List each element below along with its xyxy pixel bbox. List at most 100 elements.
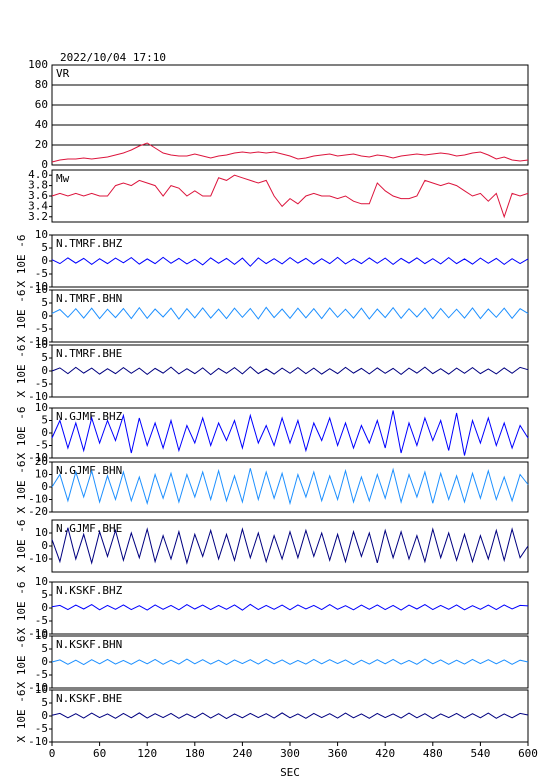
y-tick-label: 10	[35, 401, 48, 414]
panel-label: N.GJMF.BHE	[56, 522, 122, 535]
panel-label: N.GJMF.BHZ	[56, 410, 123, 423]
y-tick-label: -5	[35, 322, 48, 335]
y-axis-label: X 10E -6	[15, 690, 28, 743]
y-tick-label: 4.0	[28, 168, 48, 181]
y-tick-label: 3.8	[28, 179, 48, 192]
x-tick-label: 600	[518, 747, 538, 760]
y-tick-label: 10	[35, 468, 48, 481]
y-tick-label: 3.6	[28, 189, 48, 202]
data-line	[51, 467, 529, 506]
y-axis-label: X 10E -6	[15, 345, 28, 398]
x-tick-label: 300	[280, 747, 300, 760]
y-axis-label: X 10E -6	[15, 235, 28, 288]
y-tick-label: -10	[28, 735, 48, 748]
y-tick-label: 40	[35, 118, 48, 131]
panel-frame	[51, 344, 529, 398]
y-tick-label: 100	[28, 58, 48, 71]
x-axis-label: SEC	[280, 766, 300, 779]
x-tick-label: 60	[93, 747, 106, 760]
y-tick-label: -5	[35, 267, 48, 280]
y-tick-label: 5	[41, 241, 48, 254]
y-tick-label: -10	[28, 552, 48, 565]
x-tick-label: 360	[328, 747, 348, 760]
y-tick-label: 10	[35, 683, 48, 696]
x-tick-label: 480	[423, 747, 443, 760]
data-line	[51, 527, 529, 565]
x-tick-label: 120	[137, 747, 157, 760]
y-tick-label: -20	[28, 505, 48, 518]
data-line	[51, 712, 529, 720]
panel-frame	[51, 234, 529, 288]
x-tick-label: 240	[232, 747, 252, 760]
data-line	[51, 366, 529, 376]
y-tick-label: 60	[35, 98, 48, 111]
data-line	[51, 603, 529, 611]
panel-label: N.KSKF.BHN	[56, 638, 122, 651]
panel-frame	[51, 169, 529, 223]
y-tick-label: -5	[35, 377, 48, 390]
y-tick-label: 10	[35, 338, 48, 351]
y-tick-label: -5	[35, 722, 48, 735]
y-tick-label: 3.4	[28, 199, 48, 212]
x-tick-label: 180	[185, 747, 205, 760]
y-axis-label: X 10E -6	[15, 290, 28, 343]
x-tick-label: 0	[49, 747, 56, 760]
panel-frame	[51, 64, 529, 166]
data-line	[51, 174, 529, 219]
y-tick-label: 5	[41, 351, 48, 364]
data-line	[51, 306, 529, 320]
y-tick-label: 5	[41, 696, 48, 709]
panel-frame	[51, 635, 529, 689]
data-line	[51, 256, 529, 267]
y-tick-label: 0	[41, 480, 48, 493]
y-axis-label: X 10E -6	[15, 407, 28, 460]
y-tick-label: 5	[41, 588, 48, 601]
chart-title: 2022/10/04 17:10	[60, 51, 166, 64]
y-tick-label: 0	[41, 309, 48, 322]
y-tick-label: 0	[41, 254, 48, 267]
y-tick-label: 0	[41, 709, 48, 722]
data-line	[51, 142, 529, 163]
y-tick-label: 10	[35, 228, 48, 241]
y-tick-label: 0	[41, 655, 48, 668]
y-tick-label: -5	[35, 614, 48, 627]
y-tick-label: 5	[41, 296, 48, 309]
y-tick-label: 0	[41, 364, 48, 377]
panel-label: Mw	[56, 172, 70, 185]
y-tick-label: -10	[28, 627, 48, 640]
y-axis-label: X 10E -6	[15, 582, 28, 635]
panel-label: N.TMRF.BHE	[56, 347, 122, 360]
y-tick-label: -10	[28, 681, 48, 694]
y-tick-label: 10	[35, 575, 48, 588]
y-tick-label: 10	[35, 526, 48, 539]
y-tick-label: 5	[41, 642, 48, 655]
x-tick-label: 420	[375, 747, 395, 760]
y-tick-label: 20	[35, 455, 48, 468]
y-tick-label: 5	[41, 414, 48, 427]
panel-label: N.KSKF.BHE	[56, 692, 122, 705]
panel-label: N.GJMF.BHN	[56, 464, 122, 477]
y-tick-label: 3.2	[28, 210, 48, 223]
y-tick-label: -5	[35, 439, 48, 452]
y-tick-label: -5	[35, 668, 48, 681]
panel-frame	[51, 289, 529, 343]
y-tick-label: 10	[35, 283, 48, 296]
y-tick-label: -10	[28, 493, 48, 506]
x-tick-label: 540	[470, 747, 490, 760]
y-tick-label: 0	[41, 426, 48, 439]
y-tick-label: 0	[41, 539, 48, 552]
panel-label: N.TMRF.BHZ	[56, 237, 123, 250]
panel-frame	[51, 519, 529, 573]
data-line	[51, 410, 529, 456]
panel-label: N.TMRF.BHN	[56, 292, 122, 305]
y-axis-label: X 10E -6	[15, 636, 28, 689]
data-line	[51, 658, 529, 666]
panel-frame	[51, 689, 529, 743]
y-tick-label: -10	[28, 335, 48, 348]
panel-frame	[51, 581, 529, 635]
y-tick-label: -10	[28, 280, 48, 293]
y-tick-label: 0	[41, 601, 48, 614]
y-axis-label: X 10E -6	[15, 520, 28, 573]
y-tick-label: 20	[35, 138, 48, 151]
